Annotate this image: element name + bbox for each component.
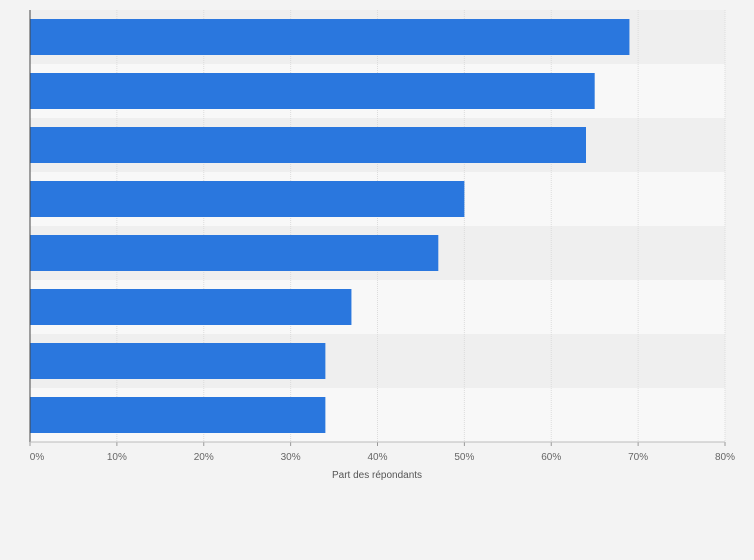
bar <box>30 127 586 163</box>
x-tick-label: 30% <box>281 452 301 463</box>
x-tick-label: 60% <box>541 452 561 463</box>
bar <box>30 397 326 433</box>
axes <box>29 10 725 443</box>
x-tick-label: 40% <box>367 452 387 463</box>
x-tick-label: 0% <box>30 452 45 463</box>
bar <box>30 235 439 271</box>
bar <box>30 73 595 109</box>
x-tick-label: 10% <box>107 452 127 463</box>
bar <box>30 289 352 325</box>
x-tick-label: 80% <box>715 452 735 463</box>
x-axis-title: Part des répondants <box>332 470 422 481</box>
x-tick-label: 50% <box>454 452 474 463</box>
x-tick-label: 70% <box>628 452 648 463</box>
bar <box>30 343 326 379</box>
x-tick-label: 20% <box>194 452 214 463</box>
bar <box>30 19 630 55</box>
bars <box>30 19 630 433</box>
x-tick-labels: 0% 10% 20% 30% 40% 50% 60% 70% 80% <box>30 452 735 463</box>
bar <box>30 181 465 217</box>
